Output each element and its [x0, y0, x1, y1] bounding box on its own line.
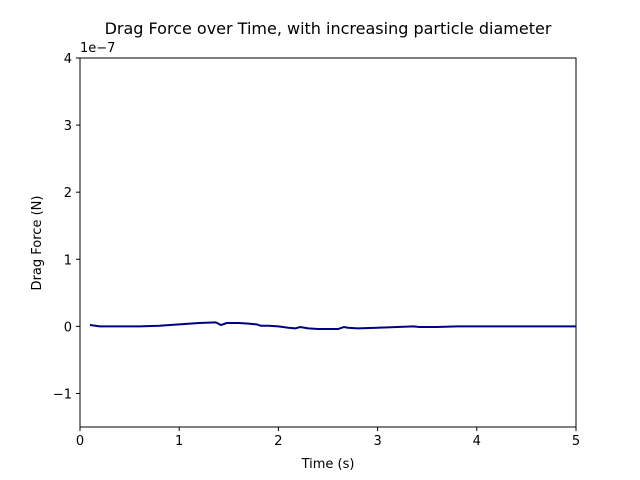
y-tick-label: −1: [53, 387, 72, 402]
x-tick-label: 4: [473, 434, 481, 449]
x-tick-label: 5: [572, 434, 580, 449]
y-offset-label: 1e−7: [80, 41, 115, 56]
y-tick-label: 0: [64, 320, 72, 335]
x-tick-label: 3: [373, 434, 381, 449]
y-axis-label: Drag Force (N): [30, 196, 45, 291]
drag-force-line: [89, 321, 576, 331]
plot-area: [79, 57, 577, 428]
chart-title: Drag Force over Time, with increasing pa…: [105, 19, 552, 38]
y-tick-label: 2: [64, 186, 72, 201]
x-tick-label: 1: [175, 434, 183, 449]
x-axis-ticks: 0 1 2 3 4 5: [76, 427, 580, 449]
x-tick-label: 0: [76, 434, 84, 449]
x-axis-label: Time (s): [301, 457, 355, 472]
y-tick-label: 3: [64, 119, 72, 134]
x-tick-label: 2: [274, 434, 282, 449]
y-tick-label: 4: [64, 52, 72, 67]
y-axis-ticks: −1 0 1 2 3 4: [53, 52, 80, 402]
y-tick-label: 1: [64, 253, 72, 268]
series-layer: [89, 321, 576, 331]
